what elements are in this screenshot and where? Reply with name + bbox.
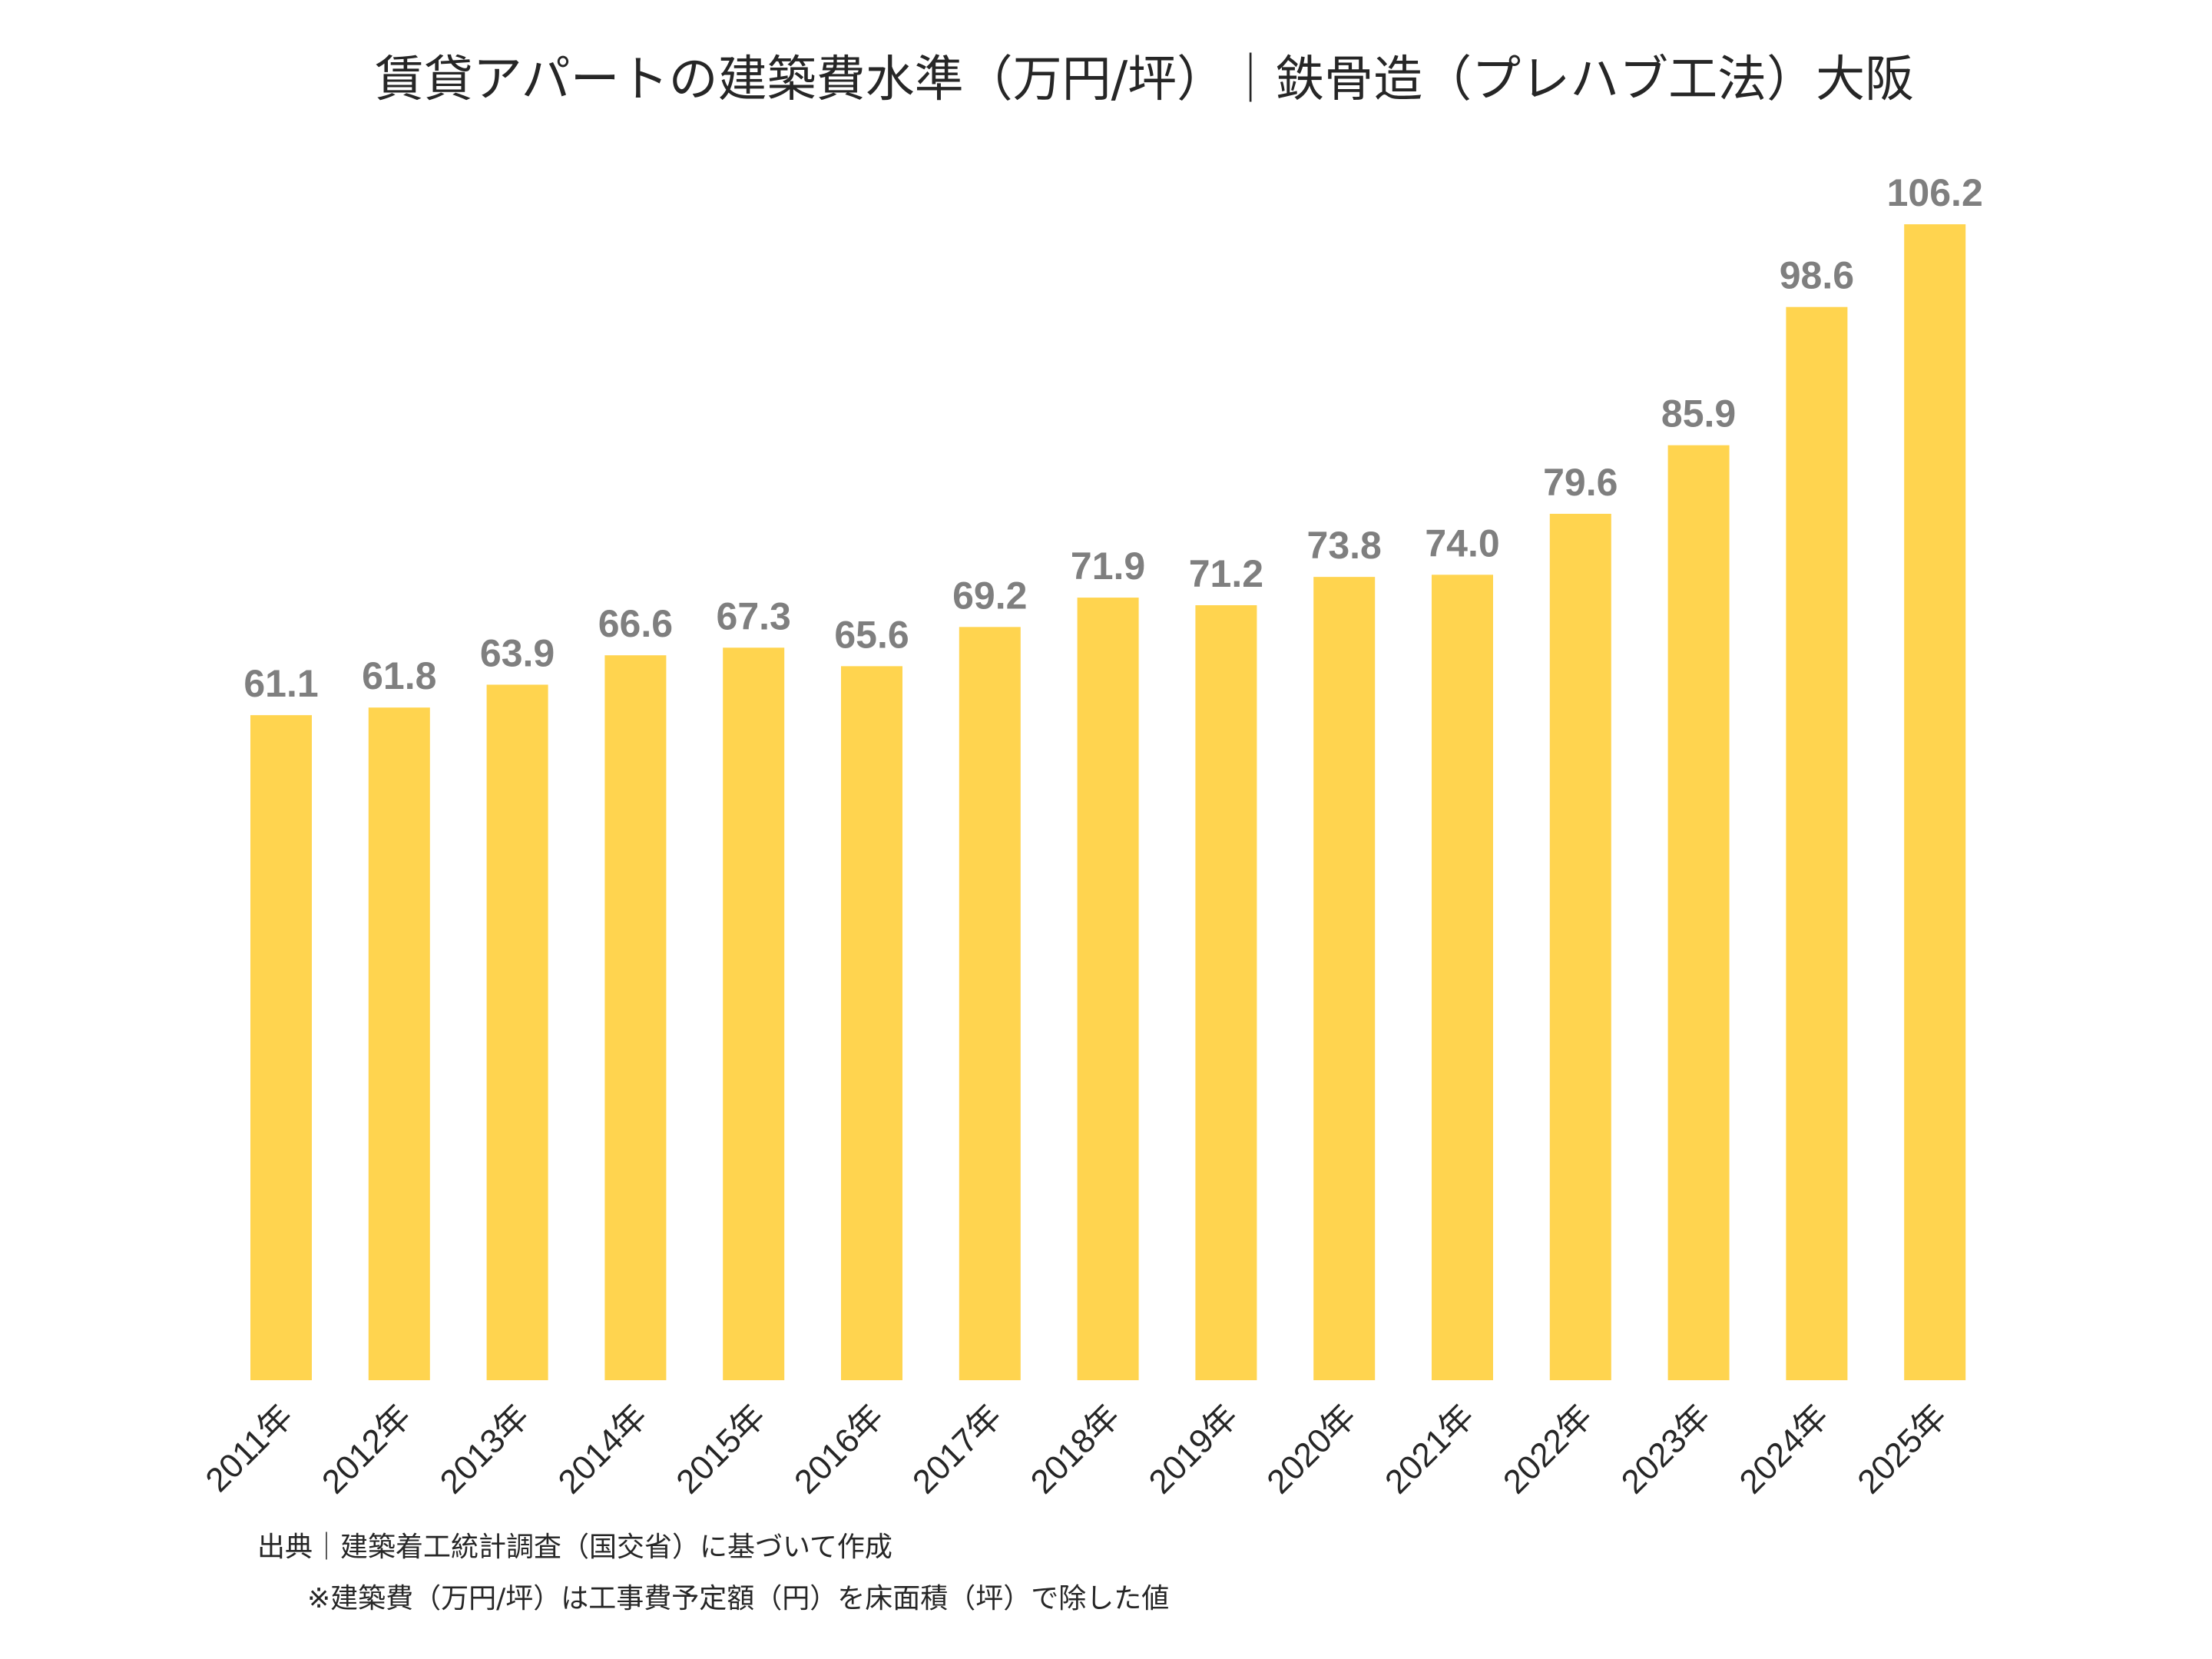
bar-2016年 bbox=[841, 666, 902, 1380]
bar-2015年 bbox=[723, 647, 785, 1380]
data-label: 69.2 bbox=[952, 574, 1027, 617]
bar-2021年 bbox=[1432, 575, 1493, 1380]
bar-2025年 bbox=[1904, 224, 1966, 1380]
x-tick-label: 2014年 bbox=[551, 1397, 654, 1501]
bar-2011年 bbox=[250, 715, 312, 1380]
data-label: 73.8 bbox=[1307, 524, 1382, 567]
data-label: 71.2 bbox=[1189, 552, 1263, 595]
x-tick-label: 2020年 bbox=[1260, 1397, 1363, 1501]
data-label: 106.2 bbox=[1887, 171, 1983, 214]
definition-note: ※建築費（万円/坪）は工事費予定額（円）を床面積（坪）で除した値 bbox=[307, 1583, 1170, 1614]
x-tick-label: 2018年 bbox=[1024, 1397, 1128, 1501]
bar-2024年 bbox=[1786, 306, 1848, 1381]
x-tick-label: 2023年 bbox=[1614, 1397, 1718, 1501]
data-label: 98.6 bbox=[1780, 254, 1854, 297]
x-tick-label: 2024年 bbox=[1732, 1397, 1836, 1501]
bar-2013年 bbox=[486, 684, 548, 1380]
bar-2012年 bbox=[368, 707, 430, 1380]
bar-2019年 bbox=[1195, 604, 1257, 1380]
data-label: 79.6 bbox=[1543, 461, 1618, 504]
data-label: 65.6 bbox=[834, 613, 909, 656]
data-label: 66.6 bbox=[598, 602, 673, 645]
data-label: 63.9 bbox=[480, 631, 555, 674]
data-label: 85.9 bbox=[1661, 392, 1736, 435]
bar-2017年 bbox=[959, 627, 1021, 1380]
x-tick-label: 2011年 bbox=[198, 1397, 300, 1499]
x-tick-label: 2015年 bbox=[669, 1397, 773, 1501]
bar-2020年 bbox=[1313, 577, 1376, 1380]
data-label: 61.1 bbox=[243, 662, 318, 705]
data-label: 74.0 bbox=[1425, 522, 1499, 565]
source-note: 出典｜建築着工統計調査（国交省）に基づいて作成 bbox=[257, 1532, 892, 1563]
chart-title: 賃貸アパートの建築費水準（万円/坪）｜鉄骨造（プレハブ工法）大阪 bbox=[375, 51, 1914, 108]
x-tick-label: 2012年 bbox=[315, 1397, 419, 1501]
x-tick-label: 2022年 bbox=[1496, 1397, 1600, 1501]
bar-2022年 bbox=[1549, 513, 1611, 1381]
x-tick-label: 2016年 bbox=[787, 1397, 891, 1501]
bar-2014年 bbox=[604, 655, 667, 1380]
x-tick-label: 2019年 bbox=[1141, 1397, 1245, 1501]
bar-2018年 bbox=[1077, 598, 1139, 1380]
x-tick-label: 2013年 bbox=[433, 1397, 537, 1501]
x-tick-label: 2017年 bbox=[906, 1397, 1009, 1501]
data-label: 67.3 bbox=[717, 594, 791, 637]
x-tick-label: 2025年 bbox=[1850, 1397, 1954, 1501]
data-label: 61.8 bbox=[362, 654, 436, 697]
x-tick-label: 2021年 bbox=[1378, 1397, 1482, 1501]
data-label: 71.9 bbox=[1071, 545, 1145, 588]
bar-2023年 bbox=[1667, 445, 1730, 1380]
